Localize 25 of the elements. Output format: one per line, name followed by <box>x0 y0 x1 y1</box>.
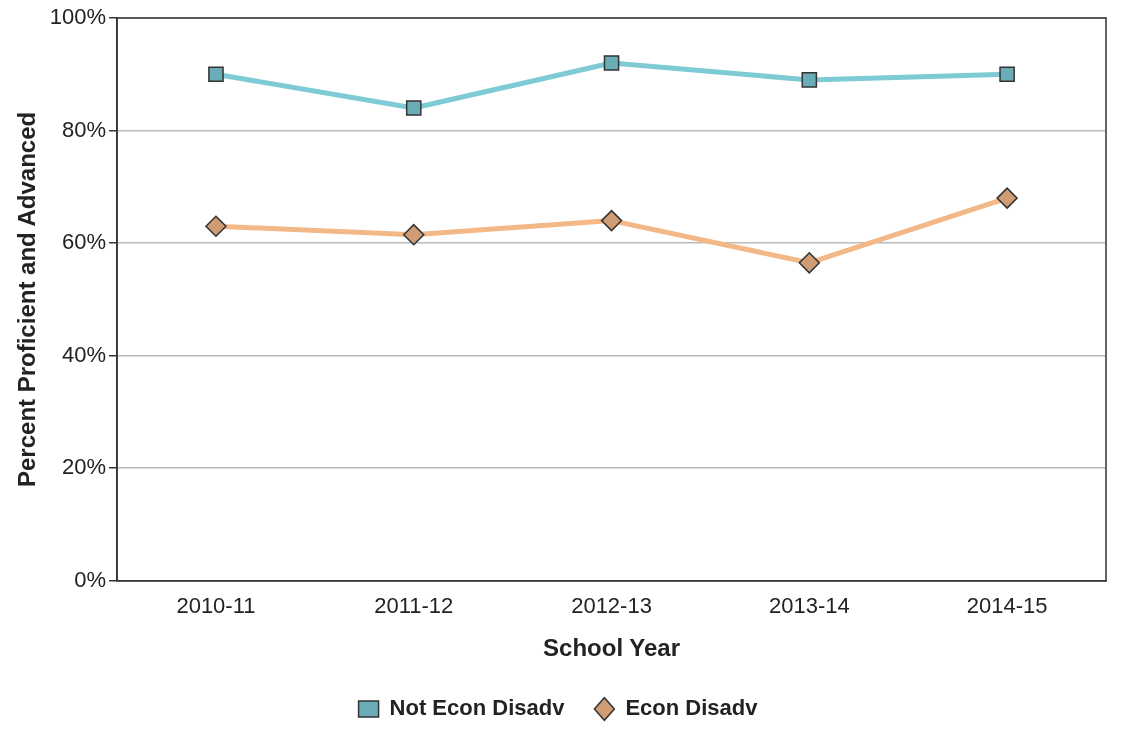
y-tick-label: 80% <box>62 116 107 142</box>
point <box>603 55 620 71</box>
x-tick-label: 2011-12 <box>374 593 454 619</box>
x-tick-label: 2012-13 <box>571 593 652 619</box>
point <box>999 66 1015 83</box>
point <box>205 215 227 237</box>
point <box>600 209 623 232</box>
point <box>801 72 818 88</box>
legend-label: Not Econ Disadv <box>389 695 566 721</box>
y-axis-title: Percent Proficient and Advanced <box>13 111 41 488</box>
point <box>208 66 224 83</box>
x-tick-label: 2014-15 <box>966 593 1048 619</box>
y-tick-label: 60% <box>62 229 107 255</box>
y-tick-label: 20% <box>62 454 107 480</box>
y-tick-label: 40% <box>62 341 107 367</box>
point <box>996 187 1018 209</box>
y-tick-label: 0% <box>74 566 107 592</box>
x-tick-label: 2010-11 <box>176 593 256 619</box>
x-axis-title: School Year <box>543 634 681 662</box>
x-tick-label: 2013-14 <box>768 593 850 619</box>
point <box>403 223 425 246</box>
legend-label: Econ Disadv <box>625 695 759 721</box>
point <box>405 100 422 116</box>
y-tick-label: 100% <box>49 4 107 30</box>
point <box>798 252 821 274</box>
